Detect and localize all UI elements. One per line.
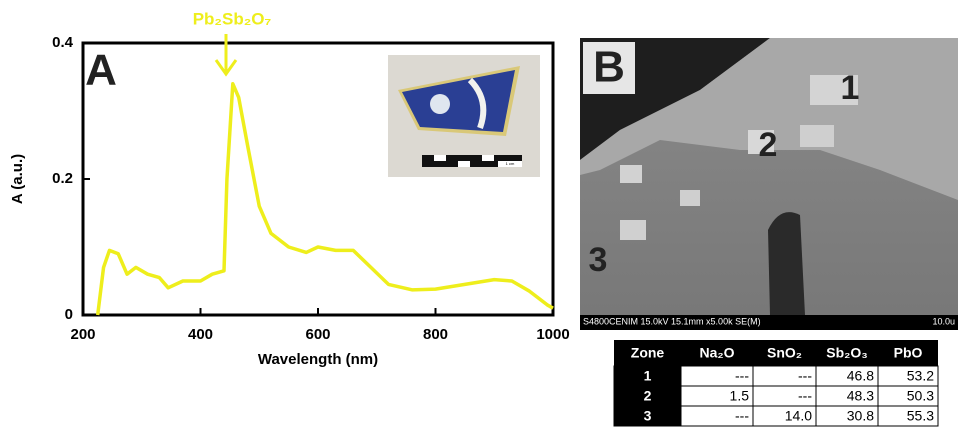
- table-cell: [877, 405, 939, 427]
- table-value: 30.8: [847, 408, 874, 424]
- y-tick-label: 0.4: [52, 34, 74, 51]
- zone-label: 2: [759, 126, 778, 164]
- table-value: 53.2: [907, 368, 934, 384]
- shard-motif: [430, 94, 450, 114]
- scale-bar: [434, 155, 446, 161]
- x-tick-label: 600: [305, 326, 330, 343]
- table-value: 48.3: [847, 388, 874, 404]
- x-tick-label: 800: [423, 326, 448, 343]
- table-value: ---: [798, 368, 812, 384]
- annotation-arrow: [214, 34, 238, 77]
- shard-glaze: [402, 70, 515, 132]
- sem-info-bar: [580, 315, 958, 330]
- x-tick-label: 1000: [536, 326, 569, 343]
- table-header: SnO₂: [767, 345, 802, 361]
- table-value: ---: [735, 408, 749, 424]
- spectrum-line: [95, 82, 554, 316]
- sem-pore: [768, 212, 805, 315]
- sem-crystal: [620, 220, 646, 240]
- sem-scale: 10.0u: [932, 316, 955, 326]
- table-header-cell: [878, 340, 938, 366]
- zone-label: 3: [589, 241, 608, 279]
- y-axis-label: A (a.u.): [9, 154, 26, 204]
- inset-scale-label: 1 cm: [506, 161, 515, 166]
- table-value: 50.3: [907, 388, 934, 404]
- table-header-cell: [681, 340, 753, 366]
- panel-label-bg: [583, 42, 635, 94]
- sem-info: S4800CENIM 15.0kV 15.1mm x5.00k SE(M): [583, 316, 761, 326]
- scale-bar: [482, 155, 494, 161]
- y-tick-label: 0: [65, 306, 73, 323]
- panel-label: B: [593, 43, 625, 92]
- table-value: 14.0: [785, 408, 812, 424]
- sem-crystal: [810, 75, 858, 105]
- table-value: ---: [735, 368, 749, 384]
- x-axis-label: Wavelength (nm): [258, 351, 378, 368]
- table-value: 55.3: [907, 408, 934, 424]
- table-header-cell: [753, 340, 816, 366]
- sem-crystal: [800, 125, 834, 147]
- x-tick-label: 400: [188, 326, 213, 343]
- table-value: 46.8: [847, 368, 874, 384]
- table-value: ---: [798, 388, 812, 404]
- shard-motif: [467, 77, 487, 130]
- table-header: PbO: [894, 345, 923, 361]
- table-zone: 1: [644, 368, 652, 384]
- scale-bar: [458, 161, 470, 167]
- table-header: Zone: [631, 345, 665, 361]
- table-header: Sb₂O₃: [826, 345, 867, 361]
- table-header: Na₂O: [699, 345, 734, 361]
- sem-crystal-layer: [580, 38, 958, 200]
- zone-label: 1: [841, 69, 860, 107]
- sem-crystal: [748, 130, 774, 154]
- table-header-cell: [614, 340, 681, 366]
- table-header-cell: [816, 340, 878, 366]
- scale-bar: [422, 155, 522, 167]
- y-tick-label: 0.2: [52, 170, 73, 187]
- x-tick-label: 200: [70, 326, 95, 343]
- peak-annotation: Pb₂Sb₂O₇: [193, 9, 272, 28]
- table-zone: 2: [644, 388, 652, 404]
- zone-labels: 1 2 3: [589, 69, 860, 279]
- sem-crystal: [620, 165, 642, 183]
- sem-crystal: [680, 190, 700, 206]
- table-value: 1.5: [730, 388, 750, 404]
- table-zone: 3: [644, 408, 652, 424]
- panel-label: A: [85, 46, 117, 95]
- scale-bar: [498, 161, 522, 167]
